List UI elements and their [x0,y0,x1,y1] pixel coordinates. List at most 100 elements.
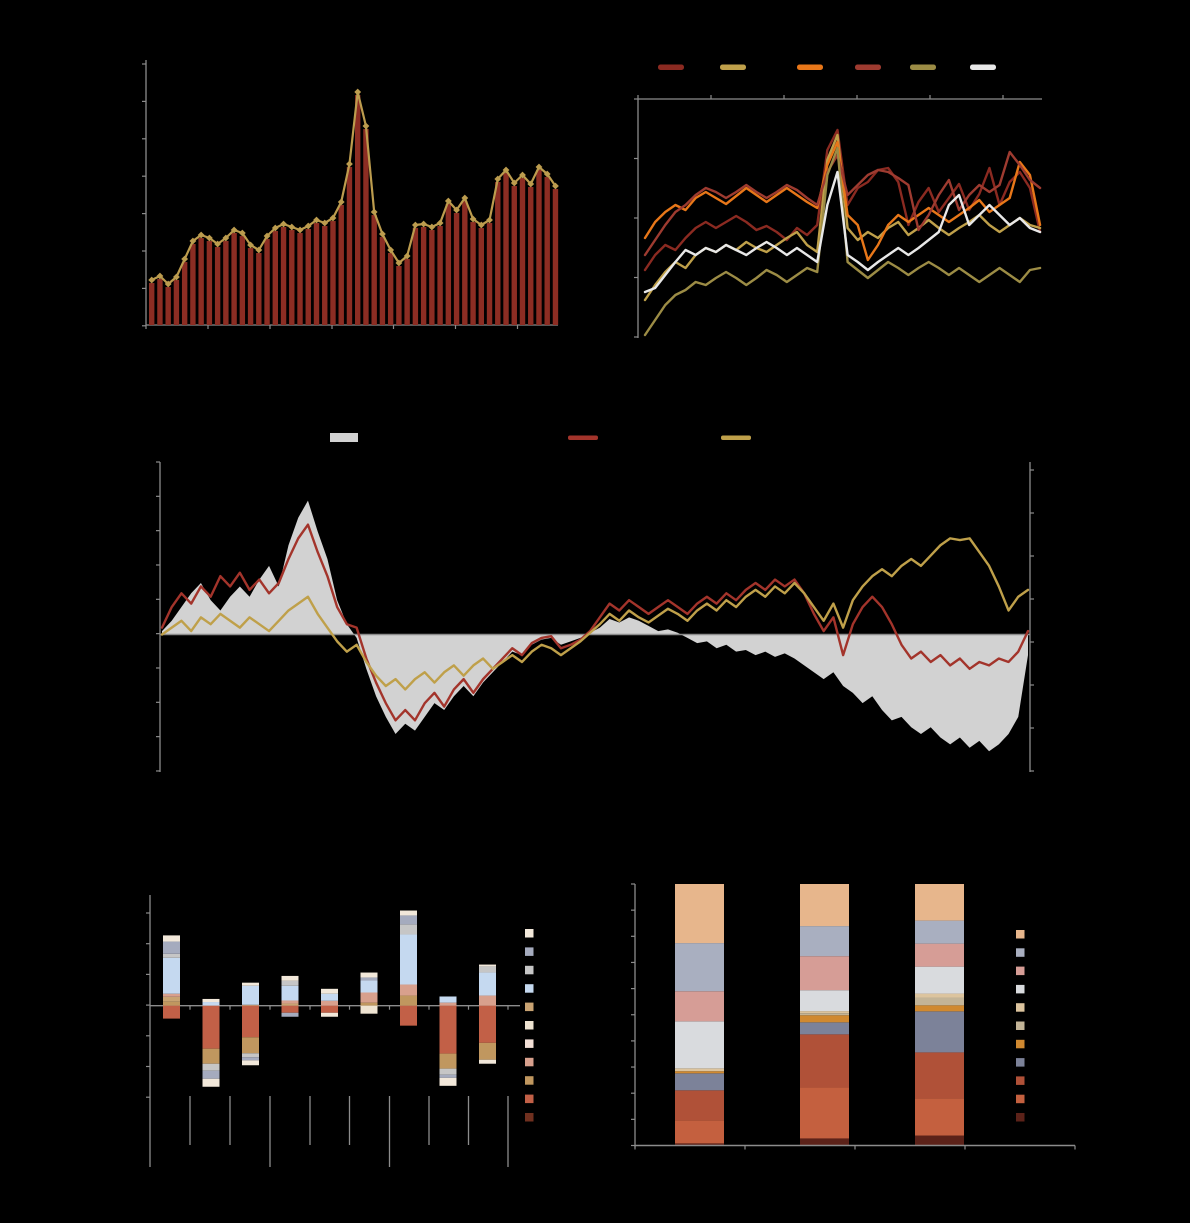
diamond-marker [469,215,477,223]
bar-segment [400,1005,417,1026]
diamond-marker [461,194,469,202]
bar [280,227,287,325]
legend-swatch [1016,1021,1025,1030]
bar [429,230,435,325]
bar [528,187,534,325]
legend-swatch [910,64,936,70]
bar-segment [281,1012,299,1017]
line-series-3 [643,150,1042,257]
legend-swatch [525,1021,534,1030]
bar-segment [439,1077,457,1086]
bar-segment [915,1052,964,1099]
trend-line [150,90,557,286]
bar-segment [800,956,849,991]
trend-line-markers [148,88,559,288]
bars [149,95,559,325]
bar [519,178,526,325]
bar-segment [675,1068,724,1072]
bars [675,884,964,1146]
bar-segment [163,953,180,958]
line-series-0 [643,128,1042,272]
x-axis-top [637,95,1042,100]
bar [404,259,410,325]
diamond-marker [173,273,180,281]
bar-segment [439,996,457,1003]
legend-swatch [525,1057,534,1067]
line-series-0 [160,523,1030,722]
legend-swatch [1016,1039,1025,1049]
diamond-marker [502,166,510,174]
bar [387,253,394,325]
legend-swatch [797,64,823,70]
diamond-marker [263,232,271,240]
bar [453,213,460,325]
legend-swatch [525,1076,534,1085]
bar [165,287,171,325]
trend-line-path [150,90,557,286]
bar-segment [915,1005,964,1012]
line-series-1 [160,537,1030,691]
bar [190,244,196,325]
bar [173,280,180,325]
bar-segment [163,957,180,994]
bar-segment [242,982,259,986]
legend [1016,930,1025,1122]
bar-segment [479,966,496,973]
bar-segment [202,1048,220,1064]
bar-segment [800,1015,849,1023]
diamond-marker [519,171,526,179]
x-axis [145,324,558,329]
bar [420,227,427,325]
diamond-marker [156,272,164,280]
diamond-marker [304,222,312,230]
diamond-marker [411,221,419,229]
bar [503,173,509,325]
bar [478,228,484,325]
y-axis-left [156,461,161,772]
x-axis [634,1144,1076,1150]
bar-segment [439,1068,457,1075]
bar-segment [163,996,180,1002]
diamond-marker [271,224,279,232]
bar-segment [800,1034,849,1088]
diamond-marker [313,216,320,224]
bar [181,262,188,325]
bar-segment [479,995,496,1006]
middle-area-line-chart [156,433,1034,772]
diamond-marker [189,237,197,245]
bar-segment [242,1004,259,1006]
bar [470,222,476,325]
bar [264,239,270,325]
bar-segment [675,991,724,1022]
bar-segment [242,1005,259,1038]
diamond-marker [346,160,353,168]
bar-segment [360,992,378,1003]
legend-swatch [1016,966,1025,976]
bar-segment [281,975,299,981]
diamond-marker [247,241,254,249]
bar-segment [202,1078,220,1087]
bar [495,182,501,325]
bar-segment [163,993,180,997]
diamond-marker [230,226,238,234]
bar-segment [479,964,496,967]
legend-swatch [525,965,534,975]
legend-swatch [525,1039,534,1048]
diamond-marker [222,234,230,242]
bar-segment [439,1005,457,1054]
series [160,523,1030,722]
y-axis-right [1029,462,1034,772]
bar-segment [242,1060,259,1066]
bar-segment [915,993,964,998]
y-axis [142,60,147,327]
bar-segment [800,884,849,927]
legend-swatch [1016,1058,1025,1067]
diamond-marker [370,208,378,216]
diamond-marker [395,259,403,267]
bar [231,233,237,325]
diamond-marker [205,234,213,242]
diamond-marker [387,246,395,254]
diamond-marker [403,252,411,260]
diamond-marker [552,182,559,190]
bar-segment [202,1002,220,1006]
